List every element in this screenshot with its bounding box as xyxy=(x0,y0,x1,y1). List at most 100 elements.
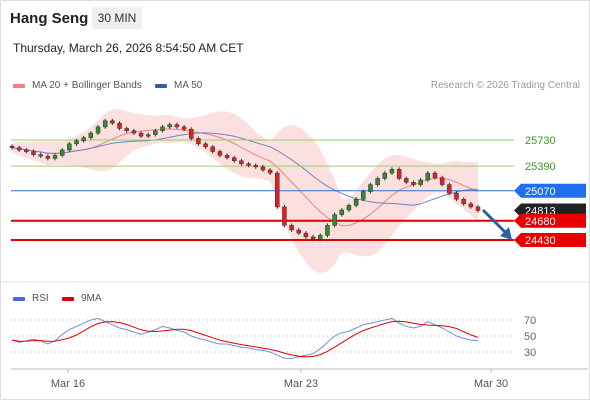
candle-10 xyxy=(81,135,86,143)
candle-47 xyxy=(346,203,352,212)
candle-body-6 xyxy=(52,155,58,159)
candle-body-65 xyxy=(475,206,481,211)
candle-22 xyxy=(167,122,172,129)
legend-ma50: MA 50 xyxy=(155,80,202,91)
candle-17 xyxy=(131,128,137,135)
candle-body-30 xyxy=(224,155,230,158)
candle-30 xyxy=(224,153,230,160)
candle-26 xyxy=(196,136,201,146)
candle-56 xyxy=(411,180,416,187)
candle-35 xyxy=(260,165,266,172)
candle-body-42 xyxy=(310,236,316,240)
candle-body-50 xyxy=(368,184,373,192)
candle-body-1 xyxy=(16,147,22,151)
candle-body-15 xyxy=(117,122,122,129)
candle-14 xyxy=(110,118,115,125)
candle-4 xyxy=(38,152,43,159)
candle-16 xyxy=(124,126,129,133)
rsi-swatch xyxy=(13,296,25,301)
candle-body-54 xyxy=(396,168,402,179)
candle-body-20 xyxy=(153,130,158,135)
candle-38 xyxy=(282,205,287,228)
candle-body-43 xyxy=(318,235,323,240)
candle-body-2 xyxy=(24,149,29,152)
candle-42 xyxy=(310,235,316,242)
candle-body-57 xyxy=(418,179,423,185)
candle-body-58 xyxy=(425,172,431,181)
candle-body-13 xyxy=(102,120,108,128)
candle-31 xyxy=(231,155,237,163)
legend-ma50-label: MA 50 xyxy=(174,80,203,91)
candle-21 xyxy=(160,125,165,133)
rsi-tick-1: 50 xyxy=(524,331,536,343)
candle-57 xyxy=(418,178,423,187)
candle-body-53 xyxy=(389,168,395,174)
candle-body-10 xyxy=(81,137,86,142)
candle-7 xyxy=(59,148,65,158)
candle-64 xyxy=(468,201,474,209)
candle-body-19 xyxy=(145,134,151,137)
legend-ma20-label: MA 20 + Bollinger Bands xyxy=(32,80,142,91)
candle-27 xyxy=(203,141,208,149)
level-label-4: 24680 xyxy=(525,216,556,228)
candle-body-46 xyxy=(339,209,345,215)
candle-18 xyxy=(138,131,144,139)
level-box-5 xyxy=(514,233,586,247)
candle-20 xyxy=(153,128,158,137)
x-tick-label-2: Mar 30 xyxy=(474,378,508,390)
x-tick-label-1: Mar 23 xyxy=(284,378,318,390)
candle-11 xyxy=(88,131,94,140)
level-label-0: 25730 xyxy=(525,135,556,147)
candle-body-59 xyxy=(432,172,438,178)
candle-body-44 xyxy=(325,225,330,236)
candle-body-9 xyxy=(74,140,79,145)
candle-53 xyxy=(389,167,395,175)
candle-body-32 xyxy=(239,160,244,165)
candle-3 xyxy=(31,149,36,157)
candle-body-31 xyxy=(231,157,237,162)
candle-2 xyxy=(24,148,29,154)
legend-rsi-label: RSI xyxy=(32,293,49,304)
candle-body-29 xyxy=(217,151,223,156)
candle-37 xyxy=(275,171,280,209)
copyright-text: Research © 2026 Trading Central xyxy=(430,80,580,91)
rsi-tick-0: 70 xyxy=(524,315,536,327)
candle-body-26 xyxy=(196,138,201,145)
candle-44 xyxy=(325,223,330,238)
legend-ma20-bb: MA 20 + Bollinger Bands xyxy=(13,80,142,91)
candle-body-55 xyxy=(404,178,409,183)
candle-6 xyxy=(52,153,58,161)
rsi-tick-2: 30 xyxy=(524,347,536,359)
candle-1 xyxy=(16,145,22,152)
level-label-1: 25390 xyxy=(525,161,556,173)
candle-13 xyxy=(102,118,108,129)
candle-28 xyxy=(210,145,215,154)
candle-48 xyxy=(353,197,359,208)
candle-body-22 xyxy=(167,124,172,128)
level-box-4 xyxy=(514,213,586,228)
forecast-arrow-shaft xyxy=(481,208,507,234)
candle-body-49 xyxy=(361,191,366,200)
candle-46 xyxy=(339,208,345,217)
timeframe-button[interactable]: 30 MIN xyxy=(92,7,142,29)
candle-61 xyxy=(447,182,452,195)
candle-9 xyxy=(74,138,79,146)
candle-body-61 xyxy=(447,184,452,194)
candle-body-27 xyxy=(203,143,208,148)
candle-body-24 xyxy=(181,126,187,130)
candle-body-33 xyxy=(246,163,251,166)
candle-body-48 xyxy=(353,198,359,206)
candle-62 xyxy=(454,191,459,202)
candle-23 xyxy=(174,122,180,129)
candle-body-62 xyxy=(454,192,459,200)
candle-body-12 xyxy=(95,126,101,134)
level-label-2: 25070 xyxy=(525,186,556,198)
rsi-line xyxy=(11,317,479,359)
ma9-swatch xyxy=(62,296,74,301)
candle-body-4 xyxy=(38,154,43,157)
candle-59 xyxy=(432,171,438,180)
candle-15 xyxy=(117,121,122,131)
candle-55 xyxy=(404,176,409,185)
candle-body-25 xyxy=(188,128,194,139)
candle-12 xyxy=(95,125,101,135)
